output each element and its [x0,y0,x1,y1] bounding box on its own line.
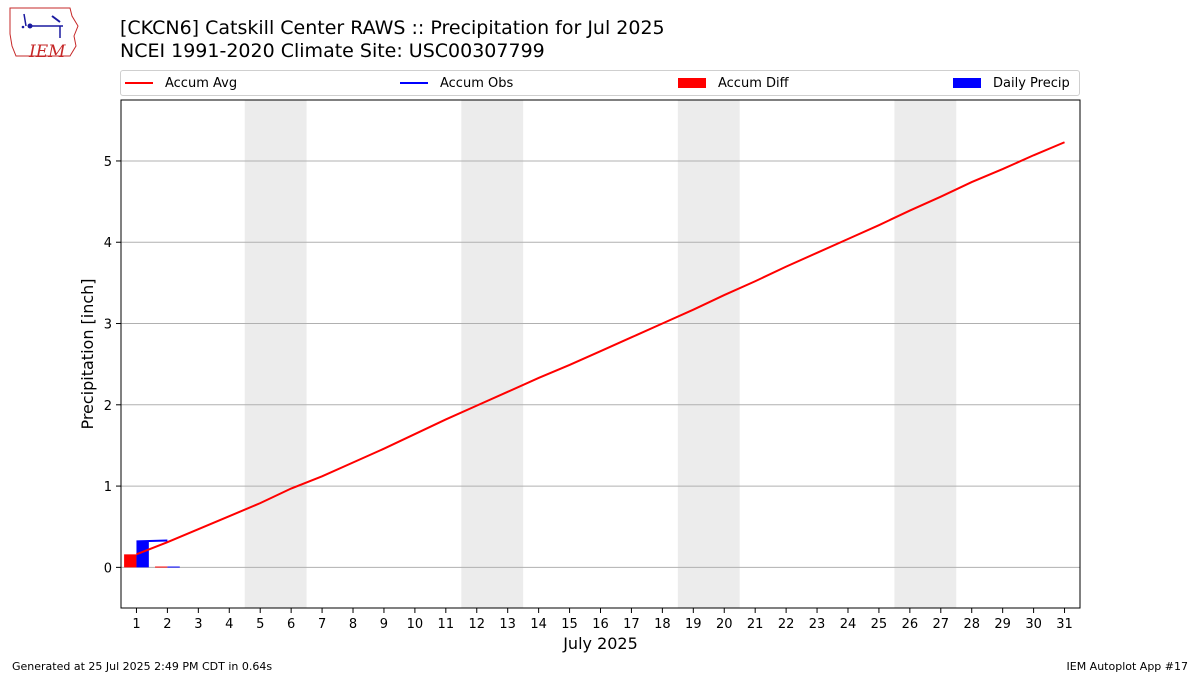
chart-legend: Accum Avg Accum Obs Accum Diff Daily Pre… [120,70,1080,96]
x-tick-label: 25 [871,617,888,632]
legend-item-daily-precip: Daily Precip [953,73,1070,93]
logo-text: IEM [29,42,66,62]
x-tick-label: 11 [438,617,455,632]
footer-app-label: IEM Autoplot App #17 [1066,660,1189,673]
x-tick-label: 19 [685,617,702,632]
y-tick-label: 1 [104,480,112,495]
legend-label: Accum Avg [165,75,238,91]
legend-label: Accum Obs [440,75,514,91]
y-tick-label: 5 [104,155,112,170]
x-tick-label: 7 [318,617,326,632]
x-tick-label: 30 [1025,617,1042,632]
legend-swatch [678,78,706,88]
bar-daily-precip [136,541,149,568]
x-tick-label: 5 [256,617,264,632]
x-tick-label: 27 [933,617,950,632]
iem-logo: IEM [8,6,80,62]
y-axis-label: Precipitation [inch] [78,278,97,429]
series-line-accum-obs [136,539,168,543]
legend-item-accum-avg: Accum Avg [125,73,237,93]
x-tick-label: 16 [592,617,609,632]
x-tick-label: 22 [778,617,795,632]
x-tick-label: 31 [1056,617,1073,632]
weekend-shade [677,100,740,608]
x-tick-label: 8 [349,617,357,632]
x-tick-label: 24 [840,617,857,632]
x-tick-label: 26 [902,617,919,632]
chart-subtitle: NCEI 1991-2020 Climate Site: USC00307799 [120,40,545,62]
x-axis-label: July 2025 [562,634,638,653]
y-tick-label: 3 [104,318,112,333]
x-tick-label: 2 [163,617,171,632]
legend-swatch [125,82,153,84]
x-tick-label: 17 [623,617,640,632]
x-tick-label: 1 [132,617,140,632]
x-tick-label: 21 [747,617,764,632]
x-tick-label: 4 [225,617,233,632]
x-tick-label: 10 [407,617,424,632]
x-tick-label: 28 [963,617,980,632]
x-tick-label: 3 [194,617,202,632]
footer-generated-text: Generated at 25 Jul 2025 2:49 PM CDT in … [12,660,273,673]
chart-title: [CKCN6] Catskill Center RAWS :: Precipit… [120,17,665,39]
x-tick-label: 29 [994,617,1011,632]
legend-label: Accum Diff [718,75,789,91]
weekend-shade [244,100,307,608]
series-line-accum-avg [136,141,1065,556]
legend-swatch [400,82,428,84]
x-tick-label: 13 [499,617,516,632]
x-tick-label: 20 [716,617,733,632]
legend-swatch [953,78,981,88]
iowa-map-icon [9,7,79,57]
legend-item-accum-diff: Accum Diff [678,73,789,93]
weekend-shade [461,100,524,608]
x-tick-label: 12 [468,617,485,632]
x-tick-label: 18 [654,617,671,632]
bar-daily-precip [167,566,180,568]
x-tick-label: 23 [809,617,826,632]
y-tick-label: 0 [104,561,112,576]
x-tick-label: 9 [380,617,388,632]
bar-accum-diff [155,566,168,568]
legend-label: Daily Precip [993,75,1070,91]
x-tick-label: 6 [287,617,295,632]
bar-accum-diff [124,554,137,568]
y-tick-label: 4 [104,236,112,251]
y-tick-label: 2 [104,399,112,414]
x-tick-label: 14 [530,617,547,632]
legend-item-accum-obs: Accum Obs [400,73,513,93]
weekend-shade [894,100,957,608]
x-tick-label: 15 [561,617,578,632]
